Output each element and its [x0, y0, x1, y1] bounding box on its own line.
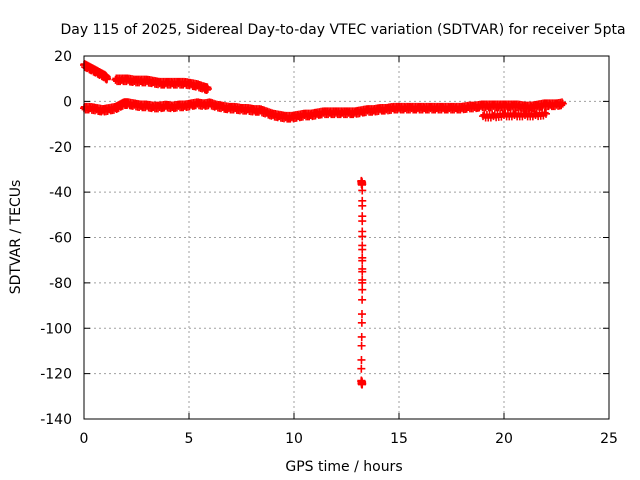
data-point: [358, 278, 367, 287]
x-tick-label: 0: [80, 431, 89, 447]
data-point: [542, 109, 550, 118]
y-tick-label: 20: [54, 49, 72, 65]
plot-frame: [83, 55, 610, 420]
y-axis-label: SDTVAR / TECUs: [8, 180, 24, 295]
data-point: [358, 217, 367, 226]
axes: 0 5 10 15 20 25 -140 -120 -100 -80 -60 -40 -20 0 20: [40, 49, 618, 447]
data-point: [358, 232, 367, 241]
x-tick-label: 15: [390, 431, 408, 447]
data-point: [203, 84, 212, 93]
y-tick-label: -40: [49, 185, 72, 201]
chart-title: Day 115 of 2025, Sidereal Day-to-day VTE…: [60, 22, 625, 38]
data-point: [357, 341, 366, 350]
data-point: [357, 355, 366, 364]
x-tick-label: 10: [285, 431, 303, 447]
y-tick-label: -100: [40, 321, 72, 337]
data-point: [357, 364, 366, 373]
data-point: [358, 186, 367, 195]
data-point: [358, 295, 367, 304]
data-point: [558, 99, 567, 108]
x-axis-label: GPS time / hours: [285, 459, 402, 475]
data-point: [358, 201, 367, 210]
y-tick-label: -20: [49, 140, 72, 156]
data-points: [80, 59, 567, 389]
data-point: [103, 74, 112, 83]
y-tick-label: -80: [49, 276, 72, 292]
y-tick-label: 0: [63, 94, 72, 110]
x-tick-label: 5: [185, 431, 194, 447]
x-tick-label: 25: [600, 431, 618, 447]
data-point: [358, 245, 367, 254]
data-point: [357, 318, 366, 327]
y-tick-label: -140: [40, 412, 72, 428]
data-point: [358, 267, 367, 276]
data-point: [358, 379, 367, 388]
data-point: [358, 285, 367, 294]
y-tick-label: -120: [40, 367, 72, 383]
data-point: [357, 310, 366, 319]
y-tick-label: -60: [49, 231, 72, 247]
data-point: [358, 256, 367, 265]
x-tick-label: 20: [495, 431, 513, 447]
data-point: [540, 108, 549, 117]
data-point: [357, 332, 366, 341]
